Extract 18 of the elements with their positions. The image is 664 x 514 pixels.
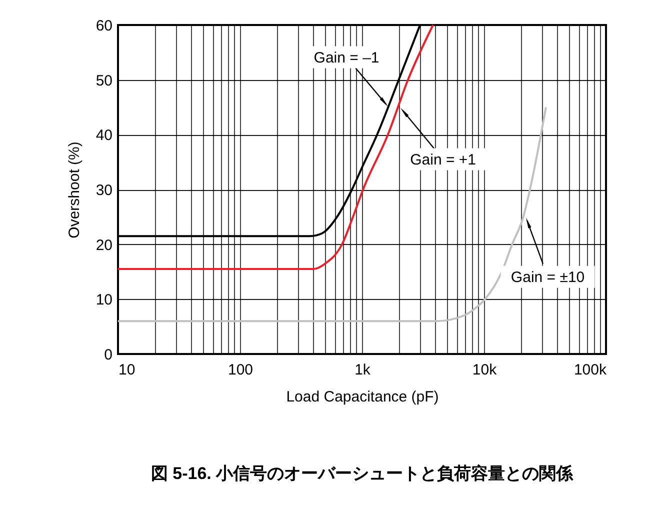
annotation: Gain = +1 <box>410 151 476 168</box>
y-tick-label: 0 <box>104 346 112 364</box>
x-tick-label: 10 <box>118 362 136 378</box>
y-tick-label: 20 <box>96 236 112 254</box>
x-tick-label: 100 <box>228 362 254 378</box>
y-tick-label: 30 <box>96 182 112 199</box>
x-tick-label: 100k <box>574 362 607 378</box>
x-tick-label: 10k <box>472 362 498 378</box>
y-tick-label: 40 <box>96 127 112 144</box>
y-axis-title: Overshoot (%) <box>66 142 83 238</box>
x-tick-label: 1k <box>354 362 371 378</box>
text: 図 5-16. 小信号のオーバーシュートと負荷容量との関係 <box>150 464 574 483</box>
annotation: Gain = –1 <box>314 49 380 66</box>
y-tick-label: 60 <box>96 18 112 34</box>
annotation: Gain = ±10 <box>510 268 585 286</box>
y-tick-label: 50 <box>96 72 112 90</box>
x-axis-title: Load Capacitance (pF) <box>286 388 439 406</box>
y-tick-label: 10 <box>96 292 112 309</box>
